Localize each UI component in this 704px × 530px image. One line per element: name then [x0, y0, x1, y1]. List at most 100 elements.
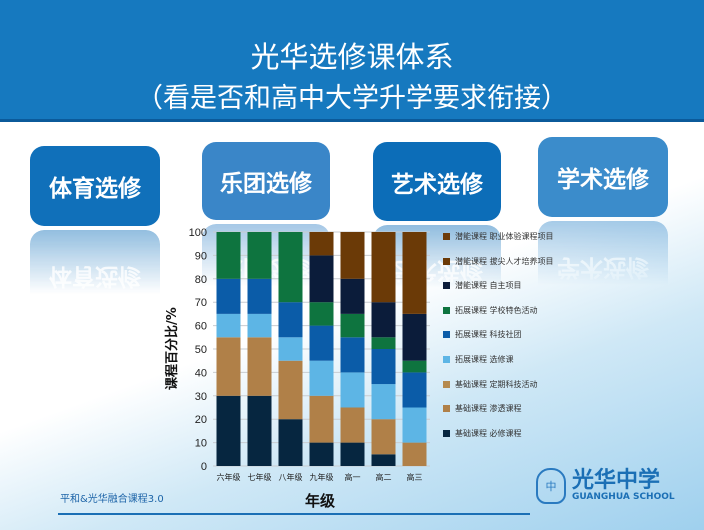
y-tick-label: 10 [195, 438, 207, 450]
legend-label: 潜能课程 职业体验课程项目 [455, 232, 554, 241]
page-title: 光华选修课体系 [250, 40, 454, 74]
x-tick-label: 高二 [376, 472, 392, 482]
bar-segment [340, 407, 365, 443]
legend-label: 基础课程 必修课程 [455, 428, 522, 438]
y-axis-label: 课程百分比/% [165, 307, 180, 390]
bar-segment [371, 384, 396, 420]
bar-segment [340, 372, 365, 408]
y-tick-label: 50 [195, 344, 207, 356]
legend-label: 潜能课程 拔尖人才培养项目 [455, 256, 554, 266]
x-tick-label: 七年级 [248, 472, 272, 482]
bar-segment [402, 313, 427, 361]
bar-segment [247, 232, 272, 279]
x-tick-label: 八年级 [279, 472, 303, 482]
bar-segment [309, 360, 334, 396]
bar-segment [309, 395, 334, 443]
bar-segment [340, 442, 365, 466]
legend-swatch [443, 380, 450, 388]
bar-segment [402, 442, 427, 466]
y-tick-label: 100 [189, 227, 207, 239]
legend-item: 基础课程 渗透课程 [443, 403, 522, 414]
y-tick-label: 80 [195, 274, 207, 286]
footer-divider [58, 513, 530, 515]
bar-segment [309, 255, 334, 303]
x-axis-label: 年级 [305, 492, 336, 510]
bar-segment [340, 278, 365, 314]
bar-segment [216, 313, 241, 338]
bar-segment [371, 302, 396, 338]
bar-segment [216, 395, 241, 466]
legend-item: 潜能课程 拔尖人才培养项目 [443, 256, 554, 267]
bar-segment [371, 337, 396, 349]
bar-segment [278, 337, 303, 361]
tile-art-elective[interactable]: 艺术选修 [373, 142, 501, 221]
page-subtitle: （看是否和高中大学升学要求衔接） [136, 83, 568, 114]
x-tick-label: 高三 [407, 472, 423, 482]
bar-segment [216, 278, 241, 314]
bar-segment [371, 349, 396, 385]
legend-label: 基础课程 定期科技活动 [455, 379, 538, 389]
legend-swatch [443, 306, 450, 314]
tile-sports-elective[interactable]: 体育选修 [30, 146, 160, 226]
legend-item: 拓展课程 选修课 [443, 354, 514, 365]
legend-swatch [443, 331, 450, 339]
legend-item: 拓展课程 科技社团 [443, 329, 522, 340]
y-tick-label: 40 [195, 367, 207, 379]
legend-label: 拓展课程 选修课 [455, 355, 514, 364]
x-tick-label: 六年级 [217, 472, 241, 482]
bar-segment [371, 454, 396, 466]
y-tick-label: 70 [195, 297, 207, 309]
y-tick-label: 60 [195, 321, 207, 333]
bar-segment [216, 232, 241, 279]
bar-segment [340, 232, 365, 279]
bar-segment [371, 419, 396, 455]
legend-item: 基础课程 定期科技活动 [443, 379, 538, 390]
legend-swatch [443, 282, 450, 290]
bar-segment [278, 360, 303, 420]
legend-swatch [443, 257, 450, 265]
y-tick-label: 20 [195, 414, 207, 426]
footer-text: 平和&光华融合课程3.0 [60, 494, 164, 505]
bar-segment [402, 407, 427, 443]
bar-segment [402, 360, 427, 373]
bar-segment [371, 232, 396, 303]
bar-segment [247, 395, 272, 466]
x-tick-label: 九年级 [310, 472, 334, 482]
tile-orchestra-elective[interactable]: 乐团选修 [202, 142, 330, 220]
school-seal-icon: 中 [536, 468, 566, 504]
legend-label: 潜能课程 自主项目 [455, 281, 522, 291]
legend-label: 基础课程 渗透课程 [455, 404, 522, 414]
legend-item: 基础课程 必修课程 [443, 428, 522, 439]
tile-academic-elective[interactable]: 学术选修 [538, 137, 668, 217]
legend-label: 拓展课程 学校特色活动 [455, 305, 538, 315]
y-tick-label: 0 [201, 461, 207, 473]
legend-swatch [443, 429, 450, 437]
bar-segment [309, 442, 334, 466]
bar-segment [278, 302, 303, 338]
legend-swatch [443, 405, 450, 413]
bar-segment [309, 325, 334, 361]
header-banner: 光华选修课体系 （看是否和高中大学升学要求衔接） [0, 0, 704, 122]
bar-segment [340, 313, 365, 338]
bar-segment [278, 232, 303, 303]
bar-segment [278, 419, 303, 466]
bar-segment [402, 232, 427, 314]
bar-segment [309, 302, 334, 326]
bar-segment [309, 232, 334, 256]
bar-segment [247, 337, 272, 396]
bar-segment [340, 337, 365, 373]
legend-label: 拓展课程 科技社团 [455, 330, 522, 340]
bar-segment [247, 278, 272, 314]
school-logo: 中 光华中学 GUANGHUA SCHOOL [536, 468, 675, 504]
x-tick-label: 高一 [345, 472, 361, 482]
legend-swatch [443, 233, 450, 240]
legend-item: 潜能课程 自主项目 [443, 280, 522, 291]
bar-segment [402, 372, 427, 408]
y-tick-label: 90 [195, 250, 207, 262]
bar-segment [216, 337, 241, 396]
bar-segment [247, 313, 272, 338]
legend-item: 拓展课程 学校特色活动 [443, 305, 538, 316]
logo-name: 光华中学 [572, 468, 661, 493]
y-tick-label: 30 [195, 391, 207, 403]
